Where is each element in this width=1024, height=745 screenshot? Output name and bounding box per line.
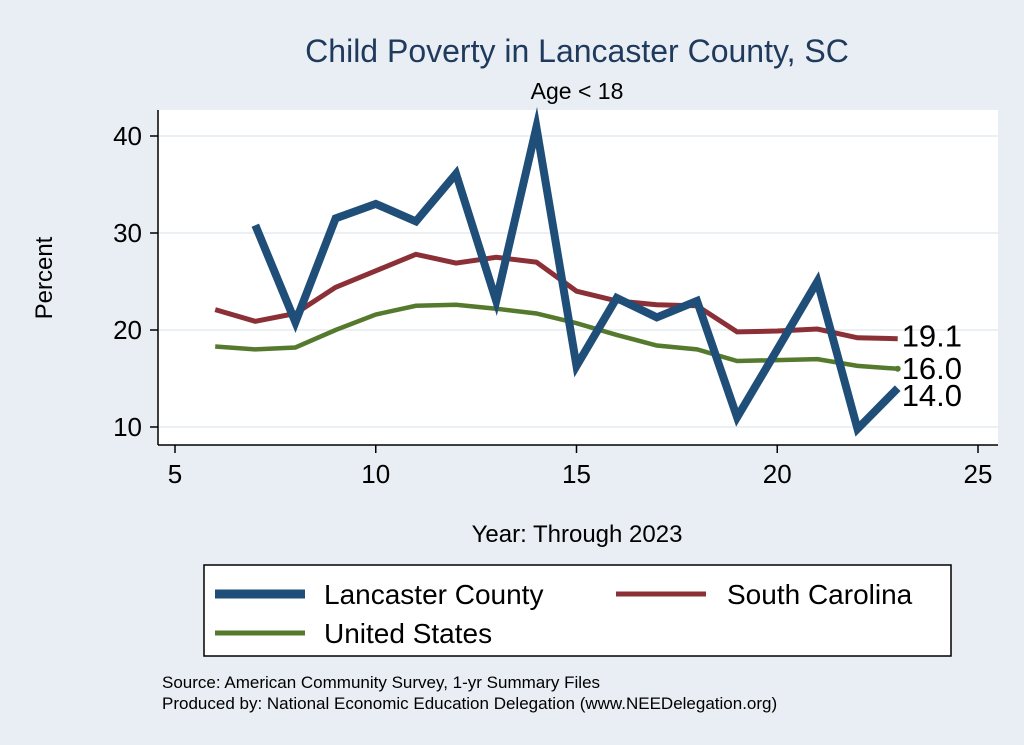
x-tick-label: 15 bbox=[562, 459, 591, 489]
end-label-united-states: 16.0 bbox=[902, 351, 962, 386]
end-marker-united-states bbox=[894, 365, 901, 372]
x-ticks: 5 10 15 20 25 bbox=[168, 445, 993, 489]
series-line-united-states bbox=[215, 302, 898, 372]
x-tick-label: 10 bbox=[361, 459, 390, 489]
legend-label-united-states: United States bbox=[324, 618, 492, 649]
x-tick-label: 5 bbox=[168, 459, 182, 489]
y-tick-label: 30 bbox=[113, 218, 142, 248]
axes bbox=[157, 110, 998, 446]
plot-area bbox=[158, 110, 998, 445]
y-tick-label: 20 bbox=[113, 315, 142, 345]
x-axis-title: Year: Through 2023 bbox=[472, 521, 683, 548]
legend-box bbox=[203, 564, 952, 657]
legend-label-south-carolina: South Carolina bbox=[727, 579, 913, 610]
y-tick-label: 40 bbox=[113, 121, 142, 151]
end-label-south-carolina: 19.1 bbox=[902, 319, 962, 354]
x-tick-label: 20 bbox=[763, 459, 792, 489]
series-line-lancaster-county bbox=[251, 106, 901, 437]
source-note: Source: American Community Survey, 1-yr … bbox=[162, 673, 600, 692]
legend-label-lancaster-county: Lancaster County bbox=[324, 579, 543, 610]
y-tick-label: 10 bbox=[113, 412, 142, 442]
series-lines bbox=[214, 106, 901, 437]
x-tick-label: 25 bbox=[964, 459, 993, 489]
produced-by-note: Produced by: National Economic Education… bbox=[162, 694, 777, 713]
y-axis-title: Percent bbox=[31, 236, 58, 319]
y-ticks: 10 20 30 40 bbox=[113, 121, 158, 442]
end-label-lancaster-county: 14.0 bbox=[902, 378, 962, 413]
end-labels: 19.116.014.0 bbox=[902, 319, 962, 413]
chart-subtitle: Age < 18 bbox=[531, 78, 624, 104]
chart-title: Child Poverty in Lancaster County, SC bbox=[305, 33, 849, 69]
legend: Lancaster County South Carolina United S… bbox=[203, 564, 952, 657]
